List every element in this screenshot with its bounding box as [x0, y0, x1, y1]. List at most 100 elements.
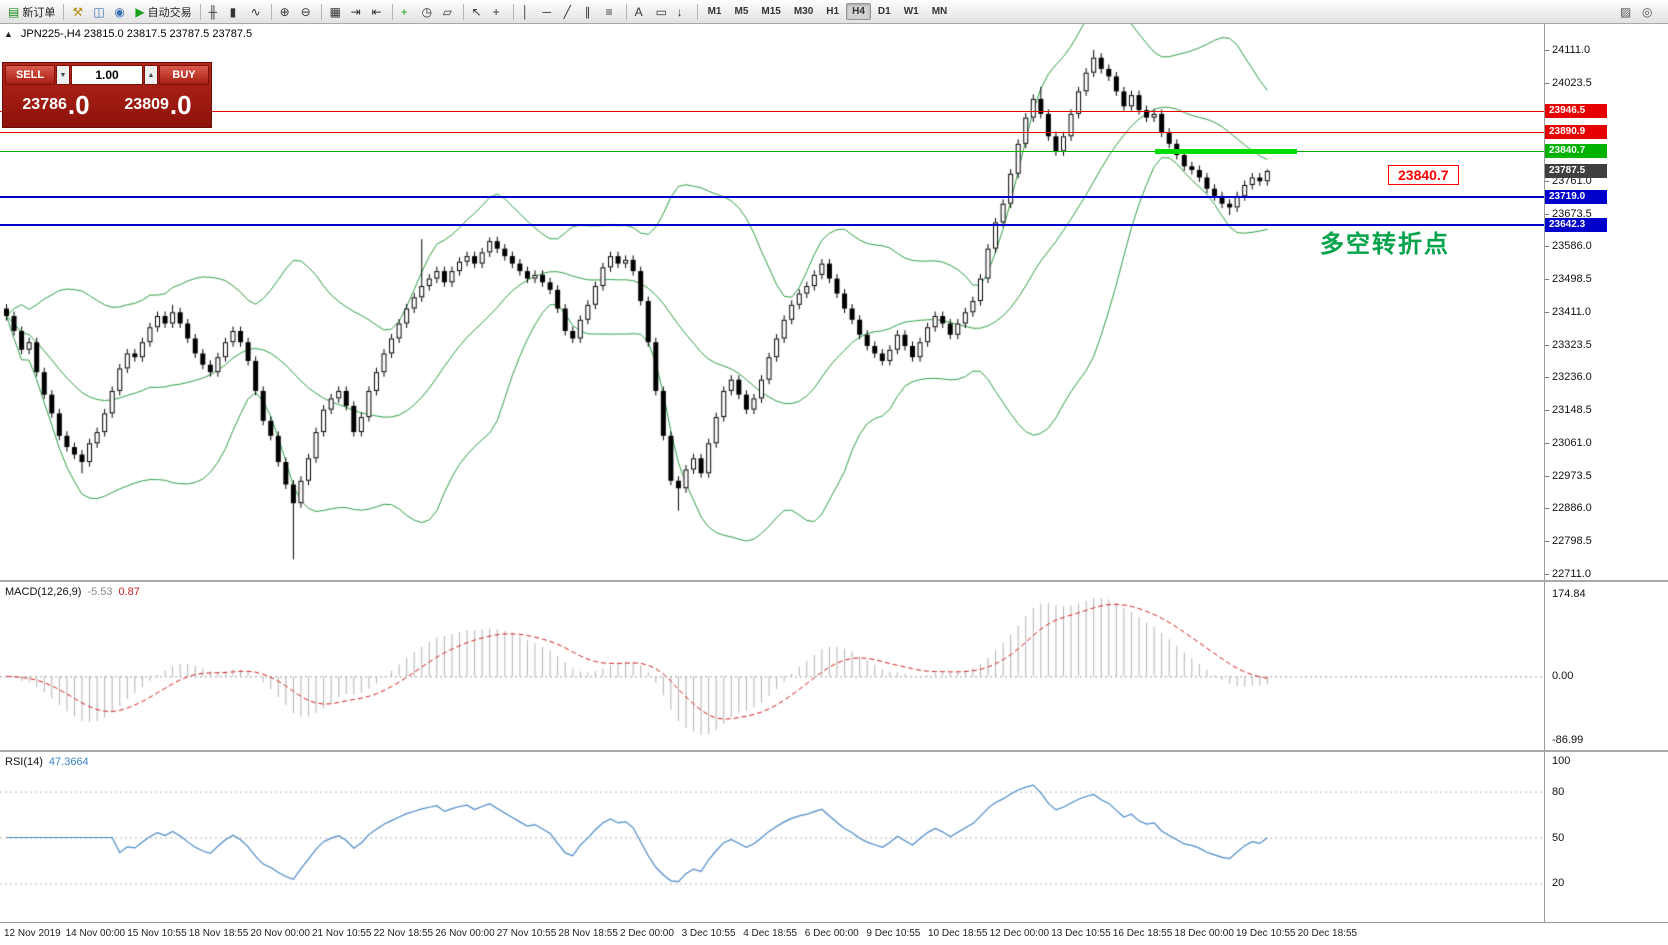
- toolbar-separator: [512, 3, 514, 20]
- data-window-button[interactable]: ▨: [1616, 2, 1636, 22]
- timeframe-M15[interactable]: M15: [755, 3, 786, 20]
- toolbar: ▤ 新订单 ⚒ ◫ ◉ ▶ 自动交易 ╫ ▮ ∿ ⊕ ⊖ ▦ ⇥ ⇤ + ◷ ▱ ↖ + │ ─ ╱ ∥ ≡ A ▭ ↓ M1 M5 M15…: [0, 0, 1668, 24]
- horizontal-level-line[interactable]: [0, 224, 1544, 227]
- time-axis-label: 18 Nov 18:55: [188, 928, 249, 939]
- channel-button[interactable]: ∥: [581, 2, 601, 22]
- arrows-icon: ↓: [676, 4, 683, 19]
- rsi-axis-label: 80: [1552, 785, 1565, 798]
- timeframe-MN[interactable]: MN: [926, 3, 954, 20]
- toolbar-button-label: 自动交易: [147, 6, 192, 19]
- timeframe-M1[interactable]: M1: [702, 3, 728, 20]
- annotation-text[interactable]: 多空转折点: [1320, 231, 1450, 258]
- search-icon: ◎: [1642, 4, 1653, 19]
- horizontal-level-line[interactable]: [0, 110, 1544, 112]
- buy-price[interactable]: 23809.0: [124, 90, 192, 120]
- volume-down-button[interactable]: ▼: [56, 65, 70, 85]
- toolbar-separator: [391, 3, 393, 20]
- text-icon: A: [634, 4, 643, 19]
- price-tick-mark: [1545, 213, 1549, 215]
- price-tick-mark: [1545, 311, 1549, 313]
- new-order-button[interactable]: ▤ 新订单: [4, 2, 59, 22]
- arrows-button[interactable]: ↓: [673, 2, 693, 22]
- timeframe-M5[interactable]: M5: [728, 3, 754, 20]
- tile-windows-button[interactable]: ▦: [326, 2, 346, 22]
- horizontal-line-button[interactable]: ─: [539, 2, 559, 22]
- one-click-trading-panel: SELL ▼ 1.00 ▲ BUY 23786.0 23809.0: [2, 62, 212, 128]
- timeframe-H4[interactable]: H4: [846, 3, 871, 20]
- one-click-panel-toggle-icon[interactable]: ▲: [4, 29, 13, 39]
- pane-separator-macd[interactable]: [0, 580, 1668, 582]
- sell-price[interactable]: 23786.0: [22, 90, 90, 120]
- vertical-line-button[interactable]: │: [518, 2, 538, 22]
- time-axis-label: 12 Dec 00:00: [989, 928, 1050, 939]
- autotrading-button[interactable]: ▶ 自动交易: [131, 2, 195, 22]
- horizontal-level-line[interactable]: [0, 195, 1544, 198]
- candlestick-chart-button[interactable]: ▮: [226, 2, 246, 22]
- time-axis[interactable]: 12 Nov 2019 14 Nov 00:00 15 Nov 10:55 18 No…: [0, 922, 1668, 945]
- profiles-button[interactable]: ◫: [89, 2, 109, 22]
- sell-button[interactable]: SELL: [5, 65, 55, 85]
- templates-button[interactable]: ▱: [439, 2, 459, 22]
- rsi-canvas[interactable]: [0, 753, 1544, 922]
- candlestick-chart-icon: ▮: [229, 4, 237, 19]
- templates-icon: ▱: [442, 4, 452, 19]
- time-axis-label: 19 Dec 10:55: [1236, 928, 1296, 939]
- auto-scroll-button[interactable]: ⇥: [347, 2, 367, 22]
- level-price-tag: 23946.5: [1545, 104, 1607, 119]
- channel-icon: ∥: [584, 4, 591, 19]
- support-trendline-segment[interactable]: [1155, 148, 1297, 154]
- line-chart-button[interactable]: ∿: [247, 2, 267, 22]
- indicators-button[interactable]: +: [397, 2, 417, 22]
- volume-input[interactable]: 1.00: [71, 65, 143, 85]
- volume-up-button[interactable]: ▲: [144, 65, 158, 85]
- metaeditor-icon: ⚒: [72, 4, 84, 19]
- toolbar-separator: [696, 3, 698, 20]
- price-tick-mark: [1545, 377, 1549, 379]
- macd-axis-label: 174.84: [1552, 588, 1586, 600]
- trendline-button[interactable]: ╱: [560, 2, 580, 22]
- price-tick-label: 24111.0: [1552, 43, 1591, 56]
- metaeditor-button[interactable]: ⚒: [68, 2, 88, 22]
- buy-button[interactable]: BUY: [159, 65, 209, 85]
- price-callout[interactable]: 23840.7: [1388, 165, 1459, 185]
- macd-axis-label: -86.99: [1552, 734, 1584, 746]
- zoom-in-button[interactable]: ⊕: [276, 2, 296, 22]
- price-axis[interactable]: 24111.0 24023.5 23761.0 23673.5 23586.0 23498…: [1544, 24, 1668, 922]
- price-tick-label: 23498.5: [1552, 273, 1592, 286]
- horizontal-level-line[interactable]: [0, 150, 1544, 152]
- time-axis-label: 27 Nov 10:55: [496, 928, 557, 939]
- cursor-button[interactable]: ↖: [468, 2, 488, 22]
- text-label-icon: ▭: [655, 4, 667, 19]
- tile-windows-icon: ▦: [329, 4, 341, 19]
- text-label-button[interactable]: ▭: [652, 2, 672, 22]
- macd-canvas[interactable]: [0, 583, 1544, 750]
- search-button[interactable]: ◎: [1638, 2, 1658, 22]
- mql5-community-icon: ◉: [114, 4, 125, 19]
- toolbar-separator: [462, 3, 464, 20]
- rsi-axis-label: 50: [1552, 831, 1565, 844]
- price-tick-label: 23586.0: [1552, 240, 1592, 253]
- fibonacci-button[interactable]: ≡: [602, 2, 622, 22]
- price-tick-label: 22711.0: [1552, 567, 1591, 580]
- timeframe-H1[interactable]: H1: [820, 3, 845, 20]
- mql5-community-button[interactable]: ◉: [110, 2, 130, 22]
- bar-chart-button[interactable]: ╫: [205, 2, 225, 22]
- price-tick-label: 24023.5: [1552, 76, 1592, 89]
- horizontal-level-line[interactable]: [0, 131, 1544, 133]
- text-button[interactable]: A: [631, 2, 651, 22]
- current-price-tag: 23787.5: [1545, 163, 1607, 178]
- timeframe-W1[interactable]: W1: [898, 3, 925, 20]
- chart-shift-button[interactable]: ⇤: [368, 2, 388, 22]
- price-tick-mark: [1545, 279, 1549, 281]
- timeframe-M30[interactable]: M30: [788, 3, 819, 20]
- price-tick-mark: [1545, 508, 1549, 510]
- crosshair-button[interactable]: +: [489, 2, 509, 22]
- price-tick-mark: [1545, 475, 1549, 477]
- toolbar-separator: [270, 3, 272, 20]
- periods-button[interactable]: ◷: [418, 2, 438, 22]
- zoom-out-button[interactable]: ⊖: [297, 2, 317, 22]
- time-axis-label: 22 Nov 18:55: [373, 928, 434, 939]
- timeframe-D1[interactable]: D1: [872, 3, 897, 20]
- main-chart-canvas[interactable]: [0, 24, 1544, 580]
- pane-separator-rsi[interactable]: [0, 750, 1668, 752]
